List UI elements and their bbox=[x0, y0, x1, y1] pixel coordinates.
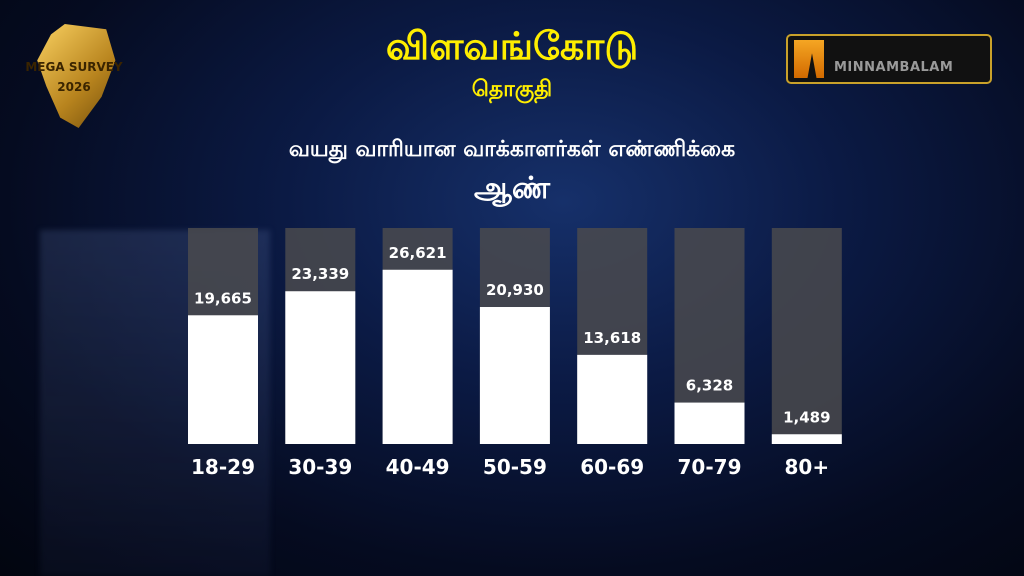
bar bbox=[771, 434, 842, 444]
category-label: 50-59 bbox=[483, 455, 547, 479]
bar bbox=[674, 402, 745, 444]
minnambalam-logo: MINNAMBALAM bbox=[786, 34, 992, 84]
bar-track bbox=[771, 228, 842, 444]
logo-text: MEGA SURVEY bbox=[25, 60, 123, 74]
constituency-subtitle: தொகுதி bbox=[471, 77, 553, 102]
value-label: 19,665 bbox=[194, 289, 252, 307]
bar bbox=[188, 315, 258, 444]
category-label: 40-49 bbox=[386, 455, 450, 479]
constituency-title: விளவங்கோடு bbox=[385, 24, 639, 68]
category-label: 18-29 bbox=[191, 455, 255, 479]
value-label: 1,489 bbox=[783, 408, 830, 426]
gender-label: ஆண் bbox=[473, 171, 551, 206]
logo-year: 2026 bbox=[57, 80, 91, 94]
category-label: 70-79 bbox=[678, 455, 742, 479]
bar bbox=[577, 354, 648, 444]
chart-heading: வயது வாரியான வாக்காளர்கள் எண்ணிக்கை bbox=[288, 137, 736, 162]
value-label: 13,618 bbox=[583, 329, 641, 347]
mega-survey-logo: MEGA SURVEY 2026 bbox=[22, 24, 126, 128]
value-label: 20,930 bbox=[486, 281, 544, 299]
bar bbox=[382, 269, 453, 444]
value-label: 26,621 bbox=[389, 244, 447, 262]
value-label: 6,328 bbox=[686, 377, 733, 395]
category-label: 30-39 bbox=[288, 455, 352, 479]
category-label: 80+ bbox=[785, 455, 830, 479]
category-label: 60-69 bbox=[580, 455, 644, 479]
bar bbox=[285, 291, 356, 444]
logo-text: MINNAMBALAM bbox=[834, 60, 954, 75]
bar bbox=[479, 307, 550, 444]
value-label: 23,339 bbox=[291, 265, 349, 283]
